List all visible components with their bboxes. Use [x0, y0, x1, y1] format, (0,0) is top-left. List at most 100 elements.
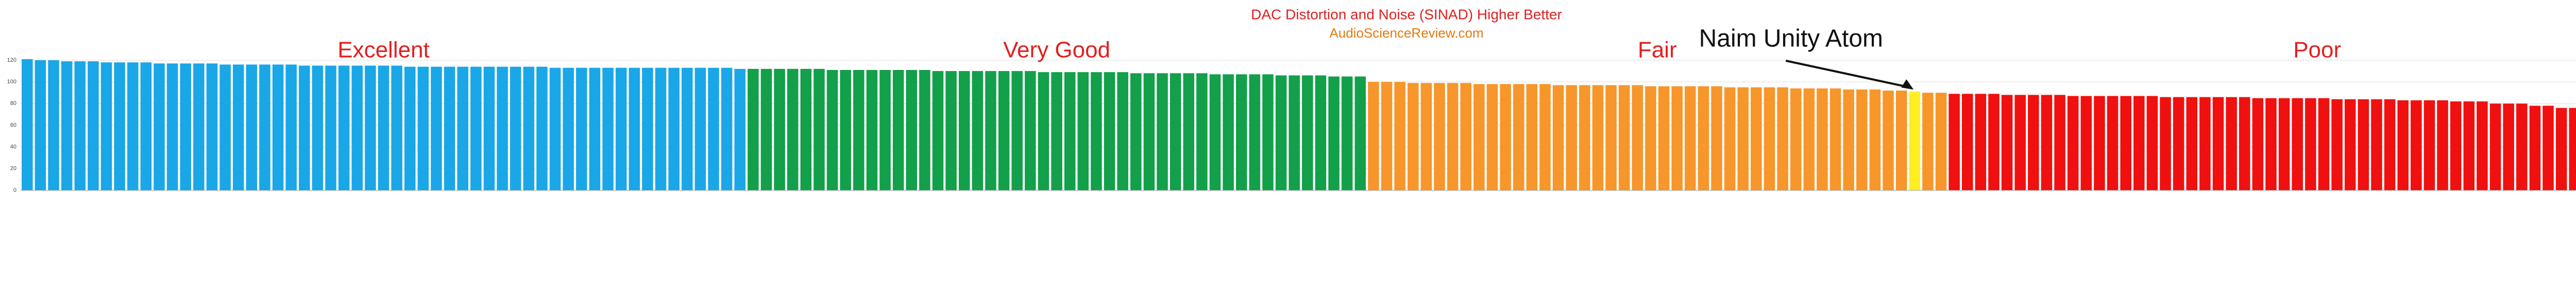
bar	[2529, 105, 2541, 190]
bar	[1737, 87, 1749, 190]
bar	[734, 68, 745, 190]
bar	[510, 66, 521, 190]
bar	[1817, 88, 1828, 190]
bar	[668, 67, 680, 190]
bar	[563, 67, 574, 190]
bar	[826, 69, 838, 190]
bar	[523, 66, 535, 190]
bar	[1117, 72, 1128, 190]
bar	[1235, 74, 1247, 190]
bar	[629, 67, 640, 190]
bar	[1368, 82, 1379, 190]
bar	[1130, 73, 1142, 190]
y-tick-label: 100	[7, 79, 16, 85]
bar	[814, 68, 825, 190]
group-label: Poor	[2293, 38, 2341, 63]
bar	[2384, 99, 2396, 190]
bar	[972, 71, 984, 190]
bar	[1566, 85, 1577, 190]
bar	[1077, 72, 1089, 190]
bar	[2014, 95, 2026, 190]
bar	[2463, 101, 2475, 190]
bar	[1711, 86, 1722, 190]
bar	[602, 67, 614, 190]
bar	[1605, 85, 1617, 190]
bar	[1685, 86, 1696, 190]
bar	[1473, 84, 1485, 190]
bar	[1935, 93, 1947, 190]
bar	[351, 65, 363, 191]
bar	[1539, 84, 1551, 190]
bar	[958, 71, 970, 190]
bar	[1579, 85, 1590, 190]
bar	[246, 64, 258, 190]
bar	[1975, 94, 1987, 190]
bar	[840, 69, 851, 190]
bar	[2265, 98, 2277, 190]
bar	[2028, 95, 2039, 190]
y-tick-label: 120	[7, 57, 16, 63]
bar	[2239, 97, 2250, 190]
bar	[431, 66, 442, 190]
bar	[2054, 95, 2065, 190]
bar	[325, 65, 336, 191]
y-tick-label: 60	[10, 122, 16, 128]
bar	[2555, 108, 2567, 190]
bar	[2173, 97, 2184, 190]
bar	[2133, 96, 2145, 190]
bar	[787, 68, 799, 190]
bar	[232, 64, 244, 190]
chart-subtitle: AudioScienceReview.com	[1329, 25, 1483, 41]
bar	[1922, 93, 1934, 190]
bar	[1777, 87, 1788, 190]
bar	[2041, 95, 2053, 190]
bar	[1143, 73, 1155, 190]
y-tick-label: 20	[10, 166, 16, 172]
bar	[932, 71, 944, 190]
bar	[1209, 74, 1221, 190]
bar	[549, 67, 561, 190]
bar	[2503, 103, 2514, 190]
highlight-arrow	[1785, 60, 1911, 89]
bar	[180, 63, 191, 190]
bar	[1038, 72, 1049, 190]
arrow-head	[1901, 79, 1914, 90]
bar	[219, 64, 231, 190]
bar	[2477, 101, 2488, 190]
bar	[2516, 103, 2528, 190]
bar	[2146, 96, 2158, 190]
bar	[1341, 76, 1353, 190]
bar	[1381, 82, 1393, 190]
bar	[1618, 85, 1630, 190]
bar	[1895, 91, 1907, 190]
bar	[2543, 105, 2554, 190]
bar	[906, 69, 918, 190]
bar	[2212, 97, 2224, 190]
bar	[2331, 99, 2343, 190]
bar	[1671, 86, 1683, 190]
bar	[2569, 108, 2576, 190]
bar	[2358, 99, 2369, 190]
bar	[2424, 100, 2435, 190]
bar	[444, 66, 455, 190]
bar	[760, 68, 772, 190]
group-label: Very Good	[1003, 38, 1110, 63]
bar	[985, 71, 996, 190]
bar	[1289, 75, 1300, 190]
bar	[694, 67, 706, 190]
bar	[2001, 95, 2013, 190]
bar	[1843, 89, 1854, 190]
bar	[391, 65, 402, 191]
bar	[1869, 89, 1881, 190]
bar	[2186, 97, 2198, 190]
bar	[1315, 75, 1327, 190]
bar	[1460, 83, 1472, 190]
bar	[470, 66, 482, 190]
bar	[259, 64, 270, 190]
bar	[2278, 98, 2290, 190]
bar	[1434, 83, 1445, 190]
bar	[193, 63, 205, 190]
bar	[1011, 71, 1023, 190]
bar	[800, 68, 812, 190]
bar	[576, 67, 587, 190]
